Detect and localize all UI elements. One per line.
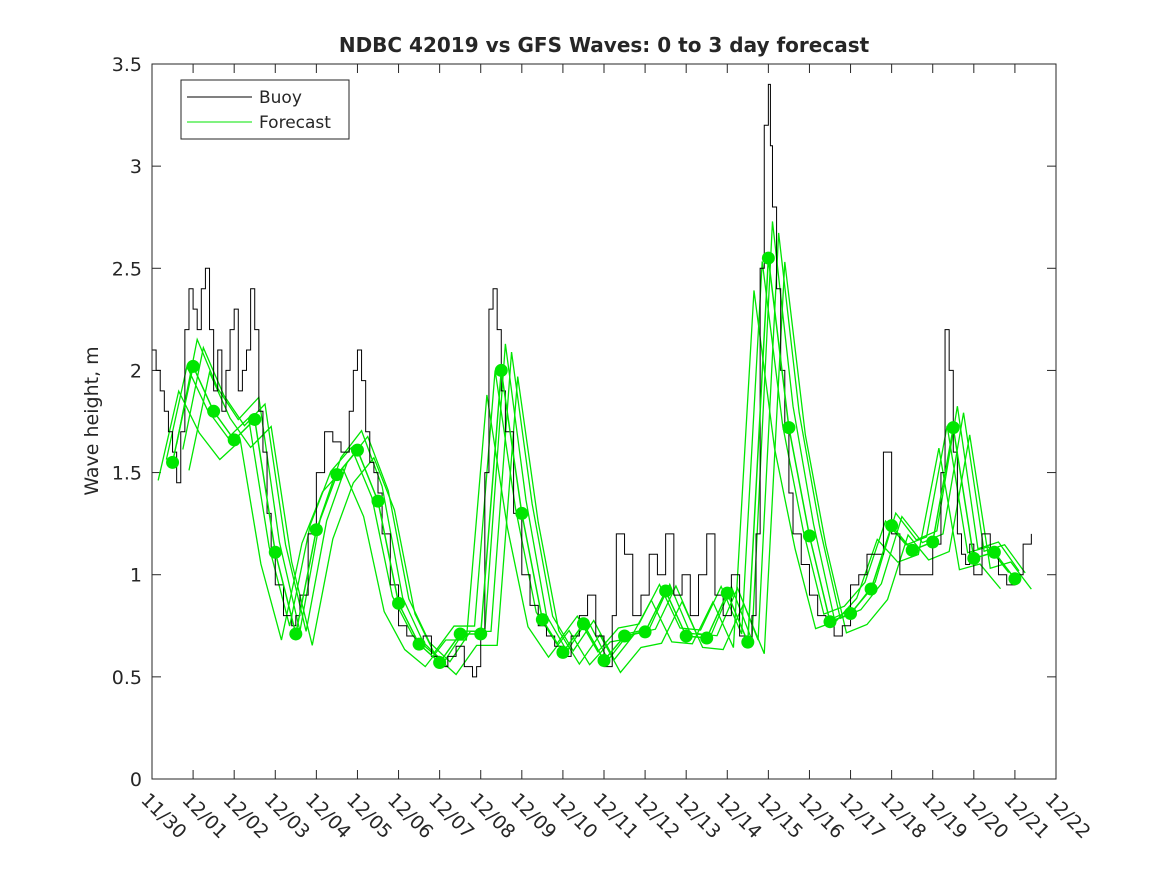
forecast-point — [412, 637, 426, 651]
x-tick-label: 12/08 — [465, 789, 519, 843]
forecast-point — [802, 529, 816, 543]
forecast-point — [967, 551, 981, 565]
forecast-point — [700, 631, 714, 645]
forecast-point — [227, 433, 241, 447]
x-tick-label: 12/16 — [794, 789, 848, 843]
forecast-point — [535, 613, 549, 627]
forecast-point — [453, 627, 467, 641]
forecast-point — [823, 615, 837, 629]
y-tick-label: 0.5 — [112, 667, 142, 689]
forecast-point — [392, 596, 406, 610]
x-tick-label: 12/21 — [999, 789, 1053, 843]
forecast-point — [371, 494, 385, 508]
x-tick-label: 12/14 — [712, 789, 766, 843]
y-tick-label: 1 — [130, 565, 142, 587]
y-tick-label: 0 — [130, 769, 142, 791]
forecast-point — [515, 506, 529, 520]
x-tick-label: 11/30 — [136, 789, 190, 843]
x-tick-label: 12/15 — [753, 789, 807, 843]
x-tick-label: 12/12 — [630, 789, 684, 843]
forecast-line — [171, 257, 1016, 664]
x-tick-label: 12/02 — [219, 789, 273, 843]
forecast-run-line — [176, 221, 1020, 664]
y-tick-label: 2 — [130, 360, 142, 382]
forecast-point — [864, 582, 878, 596]
forecast-point — [166, 455, 180, 469]
forecast-point — [186, 359, 200, 373]
x-tick-label: 12/04 — [301, 789, 355, 843]
forecast-point — [679, 629, 693, 643]
forecast-point — [433, 656, 447, 670]
forecast-point — [289, 627, 303, 641]
forecast-point — [494, 363, 508, 377]
x-tick-label: 12/09 — [506, 789, 560, 843]
y-tick-label: 3.5 — [112, 54, 142, 76]
x-tick-label: 12/10 — [547, 789, 601, 843]
x-tick-label: 12/07 — [424, 789, 478, 843]
y-tick-label: 2.5 — [112, 258, 142, 280]
x-tick-label: 12/11 — [588, 789, 642, 843]
forecast-run-line — [165, 261, 1010, 655]
buoy-line — [152, 83, 1032, 678]
forecast-point — [659, 584, 673, 598]
forecast-point — [741, 635, 755, 649]
forecast-point — [720, 586, 734, 600]
forecast-point — [207, 404, 221, 418]
forecast-point — [885, 519, 899, 533]
forecast-point — [1008, 572, 1022, 586]
x-tick-label: 12/20 — [958, 789, 1012, 843]
forecast-point — [638, 625, 652, 639]
forecast-point — [556, 645, 570, 659]
chart-title: NDBC 42019 vs GFS Waves: 0 to 3 day fore… — [339, 33, 870, 57]
forecast-point — [248, 412, 262, 426]
y-tick-label: 3 — [130, 156, 142, 178]
forecast-point — [474, 627, 488, 641]
forecast-point — [905, 543, 919, 557]
forecast-point — [782, 421, 796, 435]
forecast-point — [761, 251, 775, 265]
forecast-point — [618, 629, 632, 643]
plot-area — [152, 64, 1056, 779]
forecast-point — [268, 545, 282, 559]
x-tick-label: 12/13 — [671, 789, 725, 843]
y-tick-label: 1.5 — [112, 463, 142, 485]
forecast-point — [987, 545, 1001, 559]
forecast-point — [330, 468, 344, 482]
y-axis-label: Wave height, m — [81, 346, 103, 495]
x-tick-label: 12/06 — [383, 789, 437, 843]
forecast-point — [926, 535, 940, 549]
x-tick-label: 12/17 — [835, 789, 889, 843]
legend-forecast-label: Forecast — [259, 113, 331, 133]
x-tick-label: 12/05 — [342, 789, 396, 843]
x-tick-label: 12/19 — [917, 789, 971, 843]
legend-box — [180, 79, 350, 140]
x-tick-label: 12/18 — [876, 789, 930, 843]
plot-frame — [151, 63, 1057, 780]
forecast-point — [309, 523, 323, 537]
forecast-point — [576, 617, 590, 631]
x-tick-label: 12/22 — [1040, 789, 1094, 843]
forecast-point — [946, 421, 960, 435]
forecast-point — [844, 607, 858, 621]
legend-buoy-label: Buoy — [259, 88, 302, 108]
x-tick-label: 12/03 — [260, 789, 314, 843]
forecast-point — [350, 443, 364, 457]
x-tick-label: 12/01 — [178, 789, 232, 843]
forecast-point — [597, 654, 611, 668]
legend: Buoy Forecast — [180, 79, 350, 140]
